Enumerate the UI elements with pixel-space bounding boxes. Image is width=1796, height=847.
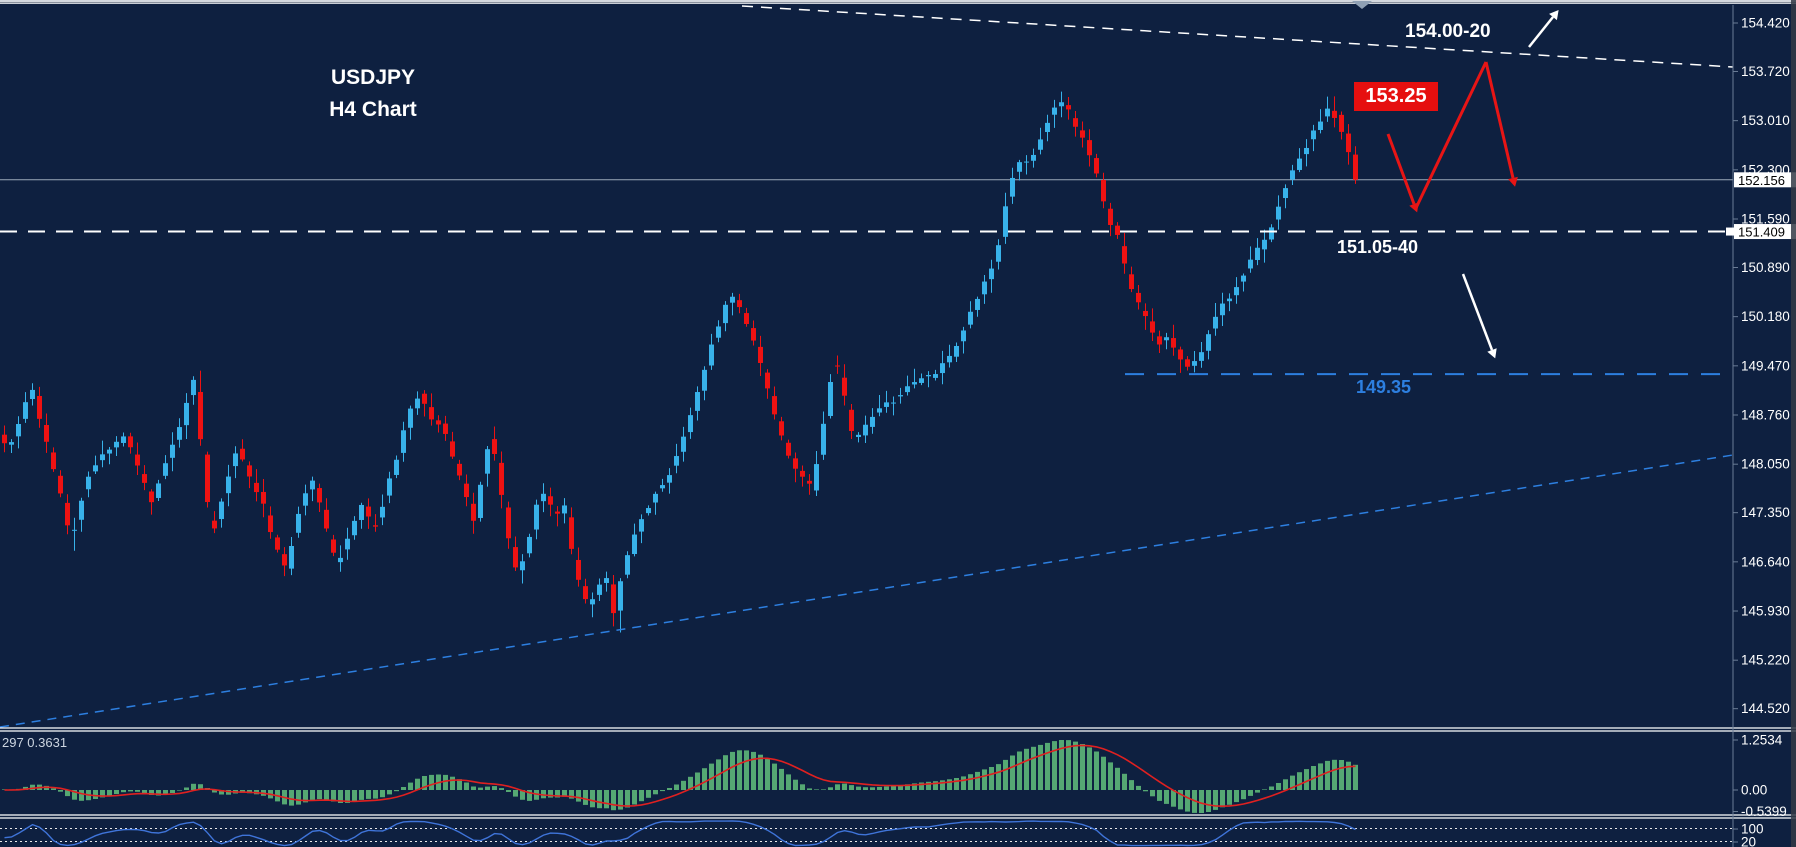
trendline-support-label: 149.35 [1356,377,1412,397]
axis-tick-label: 150.890 [1741,260,1790,275]
axis-tick-label: 145.930 [1741,604,1790,619]
axis-tick-label: 151.590 [1741,212,1790,227]
axis-tick-label: 147.350 [1741,505,1790,520]
axis-tick-label: 145.220 [1741,653,1790,668]
axis-tick-label: 100 [1741,822,1764,837]
window-top-edge [0,0,1796,5]
window-right-edge [1791,0,1796,847]
resistance-zone-label: 154.00-20 [1405,21,1491,42]
axis-tick-label: 146.640 [1741,554,1790,569]
support-zone-label: 151.05-40 [1337,237,1419,257]
axis-tick-label: 1.2534 [1741,732,1783,747]
macd-signal-line [4,744,1356,808]
annotation-lines [0,1,1734,728]
price-tag-badge: 153.25 [1354,82,1438,111]
axis-tick-label: 150.180 [1741,309,1790,324]
axis-tick-label: 153.010 [1741,113,1790,128]
annotation-arrows [1386,9,1559,359]
dashed-level-price-box-text: 151.409 [1738,225,1785,240]
dashed-level-price-box [1734,224,1796,240]
chart-timeframe: H4 Chart [329,98,417,121]
axis-tick-label: 144.520 [1741,701,1790,716]
oscillator-panel [0,820,1733,847]
candles-layer [2,91,1358,633]
axis-tick-label: 148.050 [1741,457,1790,472]
axis-tick-label: 148.760 [1741,408,1790,423]
axis-tick-label: 149.470 [1741,358,1790,373]
axis-tick-label: 154.420 [1741,16,1790,31]
axis-tick-label: 0.00 [1741,783,1767,798]
price-axis[interactable]: 154.420153.720153.010152.300151.590150.8… [1726,5,1796,847]
panel-separators [0,727,1796,819]
axis-tick-label: 153.720 [1741,64,1790,79]
macd-histogram [2,740,1358,813]
axis-tick-label: -0.5399 [1741,804,1787,819]
indicator-values-label: 297 0.3631 [2,735,68,750]
chart-symbol: USDJPY [330,66,416,89]
current-price-box [1734,172,1796,188]
axis-tick-label: 20 [1741,835,1756,847]
chart-title: USDJPY H4 Chart [316,62,430,126]
current-price-box-text: 152.156 [1738,173,1785,188]
